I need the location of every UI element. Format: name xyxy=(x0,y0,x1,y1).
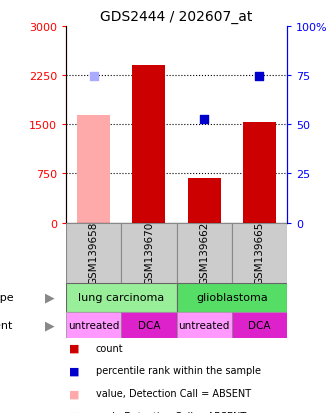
Text: untreated: untreated xyxy=(68,320,119,330)
Bar xyxy=(177,283,287,312)
Text: DCA: DCA xyxy=(138,320,160,330)
Bar xyxy=(66,223,121,283)
Bar xyxy=(77,116,110,223)
Bar xyxy=(232,223,287,283)
Text: ■: ■ xyxy=(69,411,80,413)
Text: lung carcinoma: lung carcinoma xyxy=(78,292,164,302)
Text: glioblastoma: glioblastoma xyxy=(196,292,268,302)
Text: ▶: ▶ xyxy=(45,319,54,332)
Text: GSM139662: GSM139662 xyxy=(199,221,209,285)
Text: agent: agent xyxy=(0,320,13,330)
Text: ■: ■ xyxy=(69,343,80,353)
Text: untreated: untreated xyxy=(179,320,230,330)
Bar xyxy=(121,312,177,339)
Title: GDS2444 / 202607_at: GDS2444 / 202607_at xyxy=(100,10,253,24)
Bar xyxy=(121,223,177,283)
Text: ▶: ▶ xyxy=(45,291,54,304)
Point xyxy=(257,73,262,80)
Bar xyxy=(177,312,232,339)
Bar xyxy=(66,283,177,312)
Bar xyxy=(232,312,287,339)
Text: value, Detection Call = ABSENT: value, Detection Call = ABSENT xyxy=(96,388,251,398)
Bar xyxy=(243,122,276,223)
Point xyxy=(202,116,207,123)
Text: DCA: DCA xyxy=(248,320,271,330)
Bar xyxy=(187,178,221,223)
Bar xyxy=(177,223,232,283)
Text: ■: ■ xyxy=(69,388,80,398)
Text: cell type: cell type xyxy=(0,292,13,302)
Text: rank, Detection Call = ABSENT: rank, Detection Call = ABSENT xyxy=(96,411,246,413)
Bar xyxy=(132,66,165,223)
Bar xyxy=(66,312,121,339)
Text: GSM139658: GSM139658 xyxy=(89,221,99,285)
Point xyxy=(91,73,96,80)
Text: ■: ■ xyxy=(69,366,80,375)
Text: GSM139670: GSM139670 xyxy=(144,221,154,285)
Text: count: count xyxy=(96,343,123,353)
Text: GSM139665: GSM139665 xyxy=(254,221,264,285)
Text: percentile rank within the sample: percentile rank within the sample xyxy=(96,366,261,375)
